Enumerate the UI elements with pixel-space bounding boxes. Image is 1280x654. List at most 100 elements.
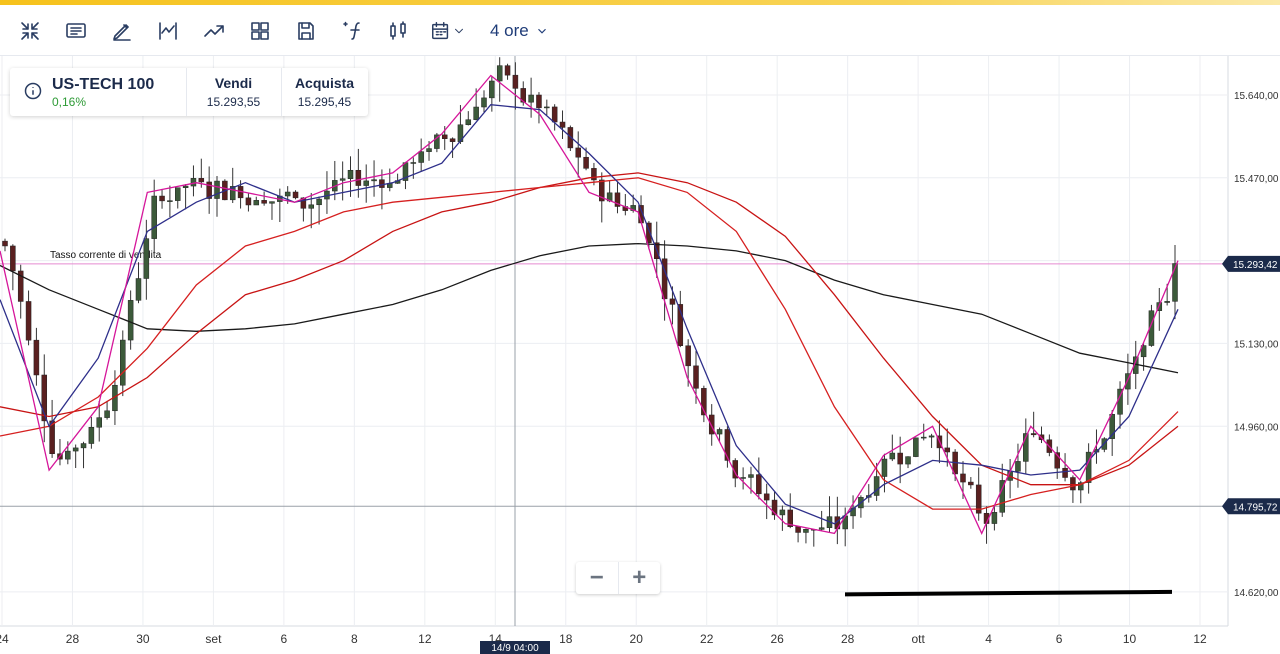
moving-average-line	[0, 104, 1179, 525]
candle-body	[496, 65, 503, 82]
candle-body	[873, 476, 880, 496]
candle-body	[1164, 301, 1170, 303]
candle-body	[300, 197, 307, 209]
candle-body	[489, 80, 495, 99]
candle-body	[881, 458, 888, 477]
candle-body	[143, 238, 150, 279]
candle-body	[1023, 433, 1029, 462]
candle-type-icon[interactable]	[384, 17, 412, 45]
candle-body	[928, 435, 935, 438]
indicator-icon[interactable]	[154, 17, 182, 45]
collapse-icon[interactable]	[16, 17, 44, 45]
candle-body	[913, 437, 919, 457]
y-axis-area	[1228, 56, 1280, 654]
draw-icon[interactable]	[108, 17, 136, 45]
candle-body	[897, 452, 903, 465]
candle-body	[567, 127, 574, 149]
candle-body	[65, 450, 71, 460]
x-tick-label: 26	[770, 632, 784, 646]
candle-body	[347, 169, 354, 179]
candle-body	[1062, 467, 1068, 478]
candle-body	[614, 192, 621, 207]
candle-body	[599, 179, 605, 202]
candle-body	[434, 134, 440, 149]
candle-body	[17, 270, 24, 302]
candle-body	[253, 200, 260, 206]
function-icon[interactable]	[338, 17, 366, 45]
y-tick-label: 14.960,00	[1234, 422, 1279, 433]
moving-average-line	[0, 74, 1179, 535]
x-tick-label: ott	[911, 632, 925, 646]
buy-price: 15.295,45	[297, 95, 352, 109]
candle-body	[159, 195, 165, 202]
price-chart[interactable]: 15.640,0015.470,0015.300,0015.130,0014.9…	[0, 56, 1280, 654]
moving-average-line	[0, 172, 1179, 486]
candle-body	[72, 447, 79, 452]
candle-body	[120, 339, 126, 386]
candle-body	[646, 222, 652, 243]
crosshair-x-tag	[480, 641, 550, 654]
info-icon[interactable]	[24, 82, 42, 100]
x-tick-label: set	[205, 632, 222, 646]
candle-body	[551, 106, 558, 123]
candle-body	[339, 178, 346, 181]
current-price-tag-label: 15.293,42	[1233, 260, 1278, 271]
layout-icon[interactable]	[246, 17, 274, 45]
current-price-tag	[1222, 255, 1280, 272]
candle-body	[410, 162, 417, 164]
timeframe-label: 4 ore	[490, 21, 529, 40]
x-tick-label: 30	[136, 632, 150, 646]
save-icon[interactable]	[292, 17, 320, 45]
candle-body	[10, 245, 16, 272]
current-price-label: Tasso corrente di vendita	[50, 250, 162, 261]
candle-body	[88, 426, 95, 444]
trend-icon[interactable]	[200, 17, 228, 45]
zoom-out-button[interactable]: −	[589, 564, 604, 591]
zoom-in-button[interactable]: +	[617, 562, 661, 594]
candle-body	[944, 447, 951, 453]
candle-body	[206, 181, 212, 199]
chart-toolbar: 4 ore	[0, 5, 1280, 56]
candle-body	[1030, 433, 1037, 436]
candle-body	[850, 507, 856, 517]
candle-body	[889, 452, 896, 460]
candle-body	[355, 169, 362, 186]
sell-price: 15.293,55	[206, 95, 261, 109]
candle-body	[229, 186, 236, 201]
candle-body	[748, 474, 754, 478]
candle-body	[960, 473, 966, 483]
moving-average-line	[0, 242, 1179, 374]
candle-body	[999, 480, 1005, 513]
notes-icon[interactable]	[62, 17, 90, 45]
candle-body	[426, 148, 432, 152]
candle-body	[473, 106, 479, 120]
buy-button[interactable]: Acquista 15.295,45	[281, 75, 368, 109]
candle-body	[245, 197, 252, 206]
x-tick-label: 12	[1193, 632, 1207, 646]
support-line	[844, 589, 1173, 597]
candle-body	[1054, 452, 1060, 469]
candle-body	[803, 529, 809, 533]
sell-button[interactable]: Vendi 15.293,55	[186, 75, 281, 109]
candle-body	[1078, 482, 1084, 491]
candle-body	[763, 493, 770, 501]
calendar-icon[interactable]	[428, 17, 468, 45]
candle-body	[701, 388, 707, 416]
timeframe-dropdown[interactable]: 4 ore	[490, 21, 549, 41]
candle-body	[2, 240, 8, 247]
crosshair-y-tag	[1222, 498, 1280, 515]
candle-body	[724, 429, 731, 461]
candle-body	[1140, 345, 1147, 358]
candle-body	[991, 512, 998, 524]
instrument-name: US-TECH 100	[52, 76, 155, 93]
x-tick-label: 20	[630, 632, 644, 646]
candle-body	[292, 191, 299, 199]
candle-body	[591, 168, 597, 181]
candle-body	[536, 94, 542, 109]
candle-body	[449, 138, 456, 142]
candle-body	[575, 147, 581, 158]
quote-panel: US-TECH 100 0,16% Vendi 15.293,55 Acquis…	[10, 68, 368, 116]
candle-body	[685, 345, 691, 367]
y-tick-label: 14.620,00	[1234, 588, 1279, 599]
candle-body	[80, 443, 87, 449]
